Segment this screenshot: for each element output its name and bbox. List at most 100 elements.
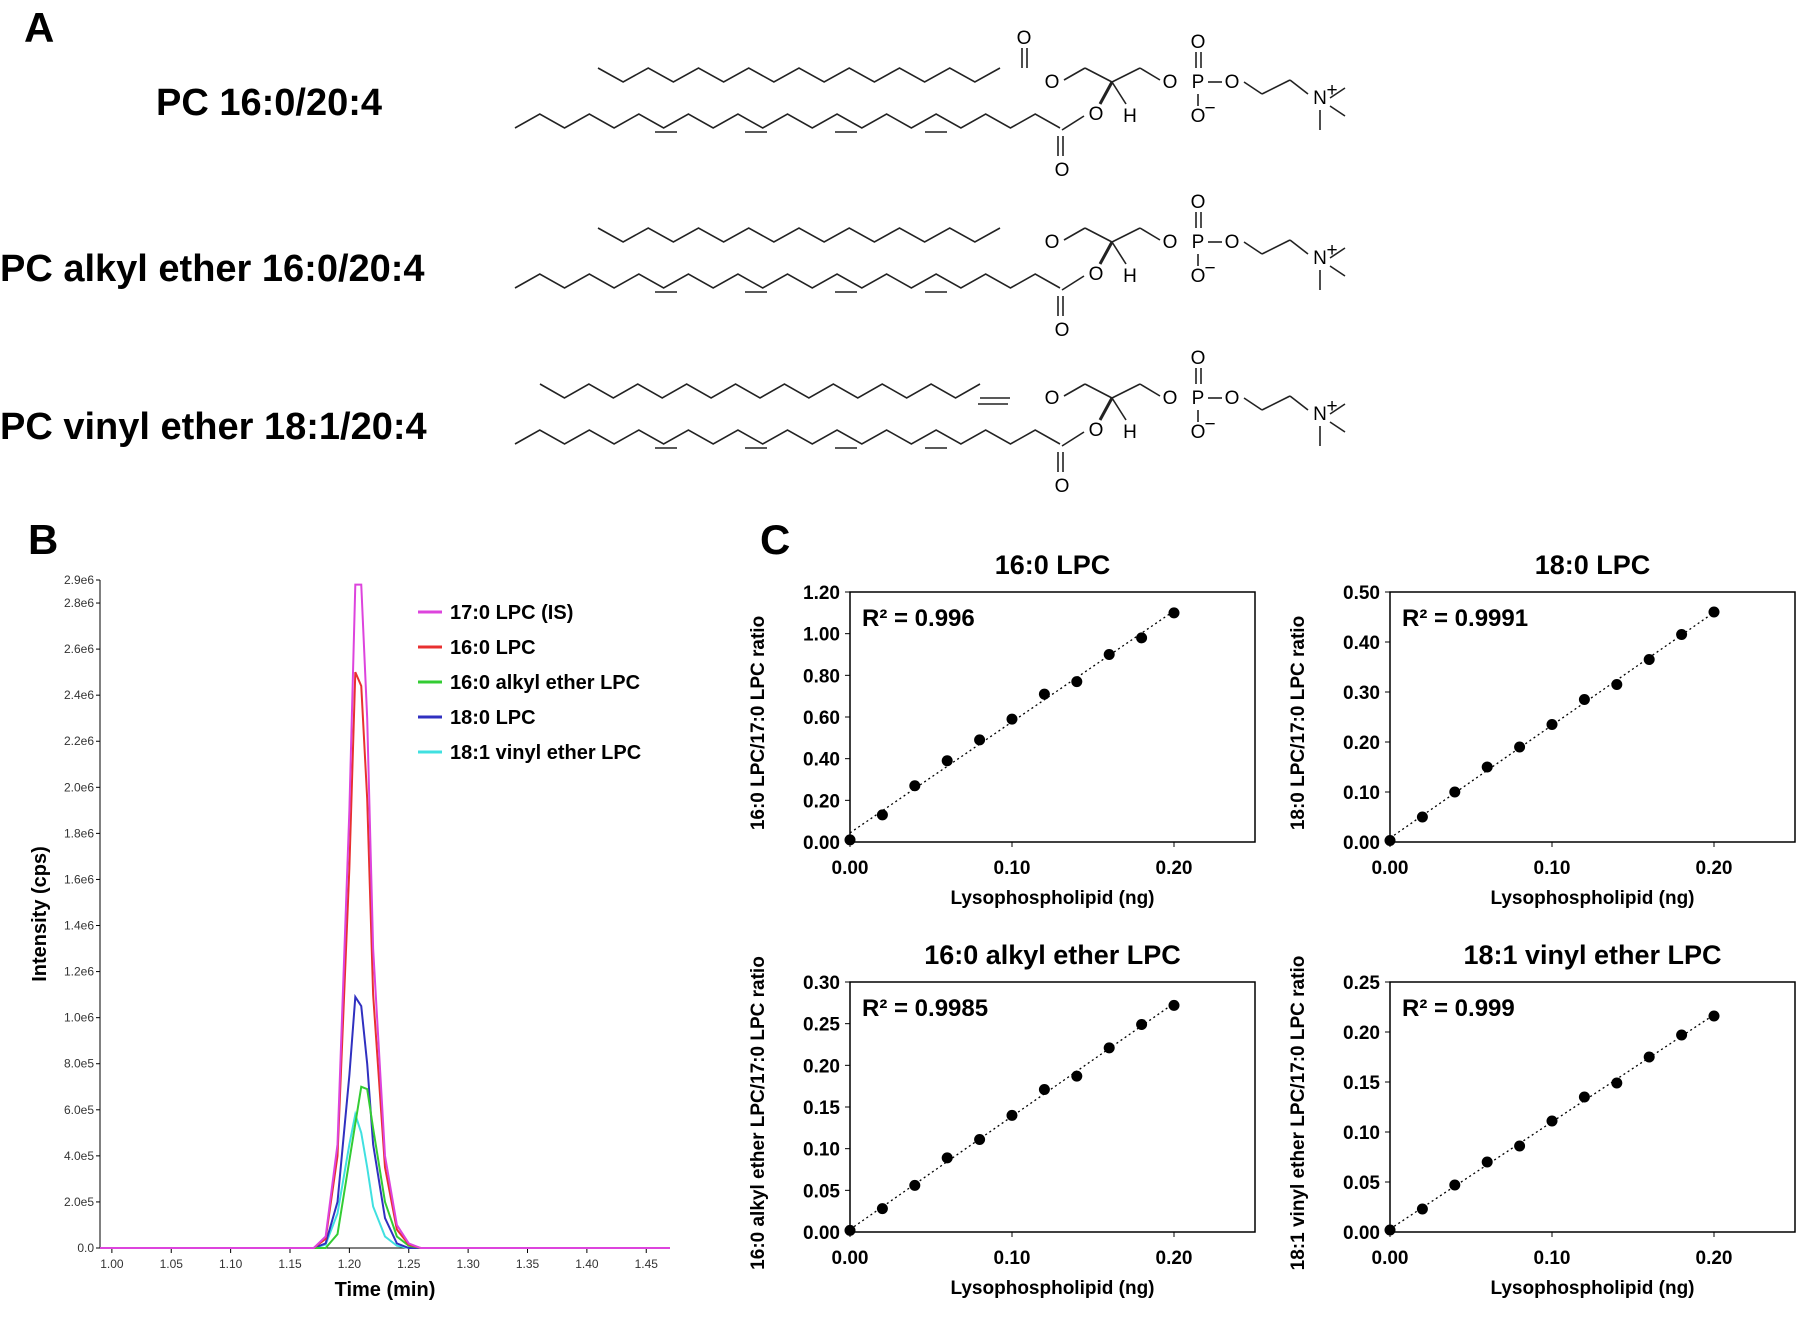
glycerol-bond <box>1084 383 1113 399</box>
y-tick-label: 0.00 <box>1343 1223 1380 1244</box>
y-tick-label: 0.10 <box>1343 1123 1380 1144</box>
sn2-chain-bonds <box>514 113 1061 129</box>
y-tick-label: 2.2e6 <box>64 734 94 748</box>
calibration-chart-16-0-lpc: 16:0 LPC 0.00 0.10 0.20 0.00 0.20 0.40 0.60 0.80… <box>748 550 1256 909</box>
x-tick-label: 1.20 <box>338 1257 362 1271</box>
y-tick-label: 0.50 <box>1343 583 1380 604</box>
stereo-h-bond <box>1111 241 1127 265</box>
r-squared-label: R² = 0.996 <box>862 605 975 632</box>
y-tick-label: 1.0e6 <box>64 1011 94 1025</box>
glycerol-bond <box>1084 227 1113 243</box>
data-point <box>1416 1203 1428 1215</box>
y-tick-label: 1.20 <box>803 583 840 604</box>
x-axis-label: Time (min) <box>335 1279 436 1301</box>
y-tick-label: 2.0e6 <box>64 780 94 794</box>
data-point <box>1546 719 1558 730</box>
phosphorus-atom: P <box>1192 232 1205 253</box>
sn2-chain-bonds <box>514 429 1061 445</box>
phosphate-ester-oxygen: O <box>1163 72 1178 93</box>
nitrogen-atom: N <box>1313 248 1327 269</box>
stereo-h-bond <box>1111 397 1127 421</box>
data-point <box>1384 835 1396 846</box>
data-point <box>1416 811 1428 823</box>
data-point <box>876 809 888 821</box>
choline-oxygen: O <box>1225 232 1240 253</box>
y-tick-label: 0.20 <box>1343 733 1380 754</box>
molecule-name-pc-alkyl-ether: PC alkyl ether 16:0/20:4 <box>0 248 425 290</box>
y-tick-label: 0.25 <box>803 1015 840 1036</box>
trendline <box>849 1002 1175 1230</box>
data-point <box>1136 1019 1148 1030</box>
glycerol-bond <box>1139 67 1161 81</box>
x-tick-label: 1.05 <box>160 1257 184 1271</box>
chart-title: 16:0 alkyl ether LPC <box>924 940 1181 970</box>
y-tick-label: 0.40 <box>1343 633 1380 654</box>
y-axis-label: Intensity (cps) <box>29 846 51 982</box>
data-point <box>1578 1091 1590 1103</box>
y-tick-label: 0.40 <box>803 750 840 771</box>
choline-bond <box>1243 397 1263 411</box>
methyl-bond <box>1329 403 1346 415</box>
positive-charge: + <box>1326 396 1337 417</box>
x-axis-label: Lysophospholipid (ng) <box>950 1278 1154 1299</box>
data-point <box>941 1152 953 1164</box>
data-point <box>1103 649 1115 660</box>
y-tick-label: 8.0e5 <box>64 1057 94 1071</box>
glycerol-bond <box>1139 383 1161 397</box>
chart-title: 18:0 LPC <box>1535 550 1651 580</box>
x-tick-label: 0.00 <box>832 1248 869 1269</box>
phosphate-anion-oxygen: O <box>1191 106 1206 127</box>
data-point <box>1168 999 1180 1011</box>
data-point <box>1611 679 1623 690</box>
methyl-bond <box>1329 265 1346 277</box>
data-point <box>1481 1156 1493 1168</box>
trendline <box>1389 611 1715 839</box>
molecule-name-pc-vinyl-ether: PC vinyl ether 18:1/20:4 <box>0 406 427 448</box>
data-point <box>1611 1077 1623 1089</box>
series-line <box>100 1110 670 1249</box>
molecule-structures: OO O POO −ON +O HOO O POO −ON +O HOO O POO −ON +O HO <box>514 28 1346 497</box>
data-point <box>1103 1042 1115 1054</box>
phosphorus-atom: P <box>1192 72 1205 93</box>
y-tick-label: 2.8e6 <box>64 596 94 610</box>
stereo-hydrogen: H <box>1123 106 1137 127</box>
data-point <box>1136 632 1148 644</box>
sn1-ether-oxygen: O <box>1045 388 1060 409</box>
sn2-wedge-bond <box>1098 81 1114 105</box>
molecule-name-pc-16-0-20-4: PC 16:0/20:4 <box>156 82 383 124</box>
methyl-bond <box>1329 87 1346 99</box>
y-tick-label: 4.0e5 <box>64 1149 94 1163</box>
chart-title: 16:0 LPC <box>995 550 1111 580</box>
y-tick-label: 2.4e6 <box>64 688 94 702</box>
y-tick-label: 0.10 <box>803 1140 840 1161</box>
methyl-bond <box>1329 247 1346 259</box>
y-tick-label: 0.05 <box>803 1181 840 1202</box>
phosphoryl-oxygen: O <box>1191 192 1206 213</box>
y-tick-label: 0.20 <box>1343 1023 1380 1044</box>
phosphate-ester-oxygen: O <box>1163 388 1178 409</box>
phosphoryl-oxygen: O <box>1191 348 1206 369</box>
sn2-ester-bond <box>1061 431 1085 447</box>
choline-bond <box>1243 81 1263 95</box>
y-tick-label: 0.20 <box>803 791 840 812</box>
y-tick-label: 0.25 <box>1343 973 1380 994</box>
x-tick-label: 1.40 <box>575 1257 599 1271</box>
r-squared-label: R² = 0.9991 <box>1402 605 1528 632</box>
y-tick-label: 0.05 <box>1343 1173 1380 1194</box>
x-tick-label: 0.00 <box>1372 1248 1409 1269</box>
data-point <box>941 755 953 767</box>
data-point <box>1514 741 1526 753</box>
phosphate-anion-oxygen: O <box>1191 266 1206 287</box>
carbonyl-oxygen: O <box>1017 28 1032 49</box>
y-tick-label: 1.6e6 <box>64 872 94 886</box>
sn2-chain-bonds <box>514 273 1061 289</box>
legend-label: 18:1 vinyl ether LPC <box>450 742 641 764</box>
data-point <box>1071 676 1083 688</box>
methyl-bond <box>1329 421 1346 433</box>
chart-title: 18:1 vinyl ether LPC <box>1463 940 1721 970</box>
sn1-ether-oxygen: O <box>1045 232 1060 253</box>
sn2-wedge-bond <box>1098 241 1114 265</box>
data-point <box>974 1134 986 1145</box>
y-tick-label: 1.8e6 <box>64 826 94 840</box>
calibration-chart-18-0-lpc: 18:0 LPC 0.00 0.10 0.20 0.00 0.10 0.20 0.30 0.40… <box>1288 550 1796 909</box>
